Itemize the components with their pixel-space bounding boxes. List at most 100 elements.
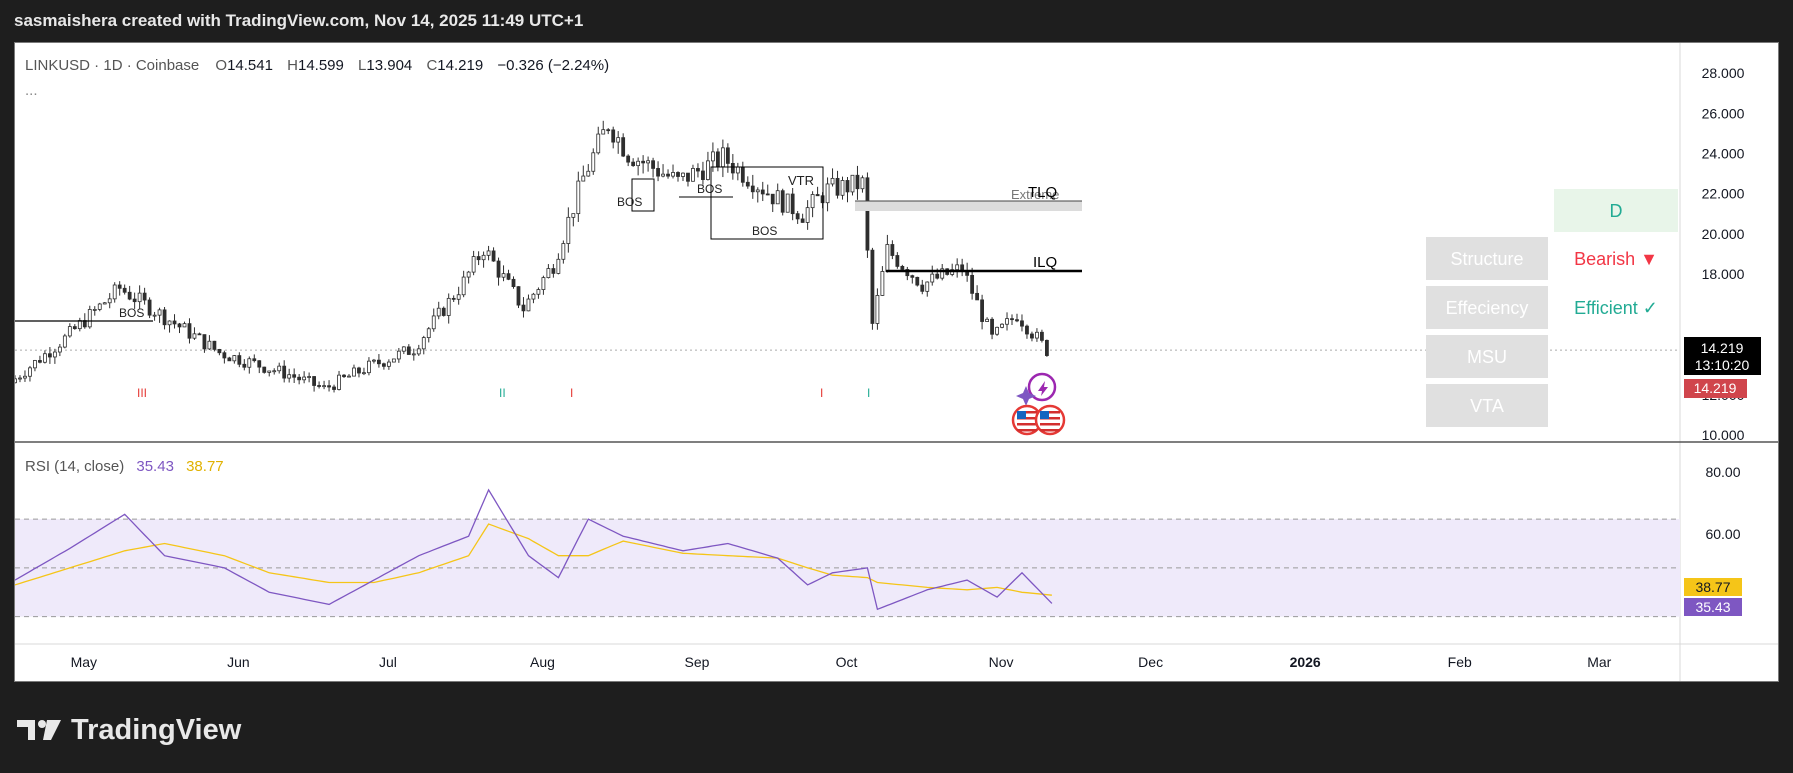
time-tick: Sep: [685, 654, 710, 670]
rsi-legend[interactable]: RSI (14, close) 35.43 38.77: [25, 458, 224, 475]
candle-body: [850, 174, 855, 193]
candle-body: [591, 152, 596, 172]
price-tick: 26.000: [1702, 105, 1745, 121]
candle-body: [252, 358, 257, 362]
candle-body: [317, 385, 321, 387]
price-tick: 24.000: [1702, 146, 1745, 162]
candle-body: [606, 129, 611, 132]
candle-body: [775, 190, 780, 205]
price-tick: 10.000: [1702, 427, 1745, 443]
ai-spark-icon[interactable]: [1016, 372, 1057, 406]
candle-body: [975, 292, 980, 301]
candle-body: [197, 333, 202, 336]
candle-body: [905, 269, 910, 277]
candle-body: [486, 250, 491, 256]
candle-body: [182, 323, 187, 328]
candle-body: [202, 334, 207, 350]
candle-body: [825, 183, 830, 204]
candle-body: [770, 193, 775, 205]
info-table: D Structure Bearish ▼ Effeciency Efficie…: [1426, 189, 1678, 427]
candle-body: [715, 151, 720, 168]
candle-body: [915, 276, 920, 286]
candle-body: [496, 260, 501, 278]
candle-body: [152, 314, 157, 317]
candle-body: [706, 160, 710, 180]
candle-body: [800, 218, 805, 223]
candle-body: [890, 244, 895, 256]
session-mark-2: II: [499, 386, 506, 400]
candle-body: [845, 180, 850, 193]
candle-body: [391, 358, 396, 363]
candle-body: [626, 155, 631, 163]
candle-body: [15, 378, 17, 384]
symbol-legend[interactable]: LINKUSD · 1D · Coinbase O14.541 H14.599 …: [25, 57, 609, 74]
candle-body: [531, 293, 536, 300]
candle-body: [641, 160, 646, 164]
candle-body: [785, 193, 790, 213]
candle-body: [1030, 333, 1034, 339]
rsi-tick-80: 80.00: [1705, 464, 1740, 480]
structure-value: Bearish ▼: [1574, 249, 1658, 269]
candle-body: [396, 350, 401, 360]
candle-body: [352, 367, 356, 377]
candle-body: [506, 273, 511, 280]
price-tick: 22.000: [1702, 186, 1745, 202]
candle-body: [386, 361, 391, 367]
candle-body: [656, 168, 660, 177]
us-flag-icon-2[interactable]: [1034, 404, 1066, 436]
candle-body: [207, 340, 212, 350]
annotations-layer: BOS BOS BOS VTR BOS Extreme TLQ ILQ III …: [15, 166, 1082, 400]
bos-label-2: BOS: [617, 195, 642, 209]
structure-label: Structure: [1450, 249, 1523, 269]
candle-body: [242, 363, 247, 368]
candle-body: [431, 315, 436, 330]
rsi-ma-line: [15, 523, 1052, 596]
candle-body: [955, 264, 960, 271]
candle-body: [711, 151, 715, 162]
candle-body: [172, 320, 177, 325]
candle-body: [476, 256, 481, 261]
rsi-line: [15, 488, 1053, 611]
session-mark-5: I: [867, 386, 870, 400]
candle-body: [97, 303, 102, 310]
candle-body: [466, 271, 471, 278]
candle-body: [1015, 319, 1019, 322]
candle-body: [132, 298, 137, 303]
candle-body: [1005, 318, 1009, 325]
session-mark-4: I: [820, 386, 823, 400]
session-mark-3: I: [570, 386, 573, 400]
candle-body: [267, 370, 272, 373]
candle-body: [297, 376, 302, 381]
chart-frame[interactable]: BOS BOS BOS VTR BOS Extreme TLQ ILQ III …: [14, 42, 1779, 682]
last-price-badge: 14.219 13:10:20: [1684, 337, 1761, 375]
candle-body: [102, 302, 107, 305]
time-tick: Aug: [530, 654, 555, 670]
candle-body: [725, 147, 730, 164]
legend-more-button[interactable]: ...: [25, 82, 38, 99]
tradingview-logo[interactable]: TradingView: [17, 710, 241, 750]
candle-body: [33, 360, 37, 369]
time-tick: 2026: [1290, 654, 1321, 670]
candle-body: [835, 177, 840, 196]
time-tick: Oct: [836, 654, 858, 670]
time-tick: Jul: [379, 654, 397, 670]
candle-body: [855, 174, 860, 190]
candle-body: [67, 326, 72, 337]
price-scale[interactable]: 28.00026.00024.00022.00020.00018.00012.0…: [1702, 65, 1745, 443]
time-axis[interactable]: May Jun Jul Aug Sep Oct Nov Dec 2026 Feb Mar: [71, 654, 1612, 670]
tlq-label: TLQ: [1028, 184, 1057, 201]
candle-body: [406, 346, 411, 355]
candle-body: [257, 360, 262, 368]
us-flag-icon[interactable]: [1011, 404, 1043, 436]
chart-canvas[interactable]: BOS BOS BOS VTR BOS Extreme TLQ ILQ III …: [15, 43, 1779, 682]
candle-body: [970, 274, 975, 294]
candle-body: [92, 309, 97, 311]
candle-body: [187, 323, 192, 339]
candle-body: [571, 213, 576, 218]
candle-body: [875, 295, 880, 324]
candle-body: [1035, 331, 1039, 339]
candle-body: [551, 268, 556, 274]
candle-body: [372, 359, 376, 362]
candle-body: [930, 273, 935, 283]
bos-box: [631, 178, 655, 212]
